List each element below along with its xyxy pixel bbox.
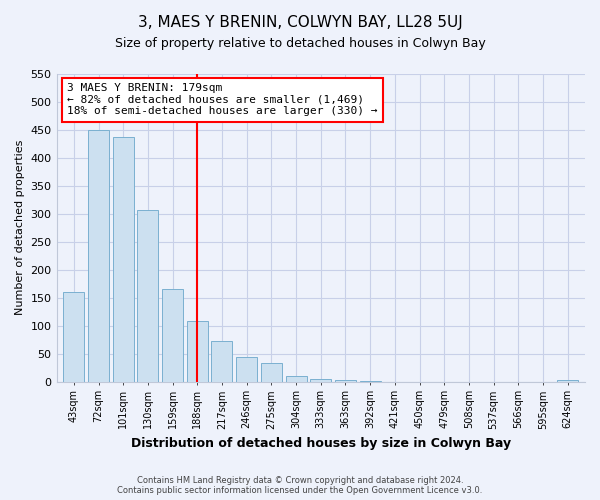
Bar (162, 290, 183, 382)
Bar (335, 380, 356, 382)
Text: Size of property relative to detached houses in Colwyn Bay: Size of property relative to detached ho… (115, 38, 485, 51)
Bar (236, 358, 257, 382)
X-axis label: Distribution of detached houses by size in Colwyn Bay: Distribution of detached houses by size … (131, 437, 511, 450)
Bar (557, 380, 578, 382)
Y-axis label: Number of detached properties: Number of detached properties (15, 140, 25, 316)
Bar (187, 321, 208, 382)
Bar (359, 381, 380, 382)
Bar (211, 340, 232, 382)
Bar (113, 136, 134, 382)
Bar (137, 210, 158, 382)
Bar (261, 363, 282, 382)
Bar (88, 130, 109, 382)
Text: 3, MAES Y BRENIN, COLWYN BAY, LL28 5UJ: 3, MAES Y BRENIN, COLWYN BAY, LL28 5UJ (137, 15, 463, 30)
Bar (286, 376, 307, 382)
Text: 3 MAES Y BRENIN: 179sqm
← 82% of detached houses are smaller (1,469)
18% of semi: 3 MAES Y BRENIN: 179sqm ← 82% of detache… (67, 83, 377, 116)
Text: Contains HM Land Registry data © Crown copyright and database right 2024.
Contai: Contains HM Land Registry data © Crown c… (118, 476, 482, 495)
Bar (64, 292, 85, 382)
Bar (310, 378, 331, 382)
